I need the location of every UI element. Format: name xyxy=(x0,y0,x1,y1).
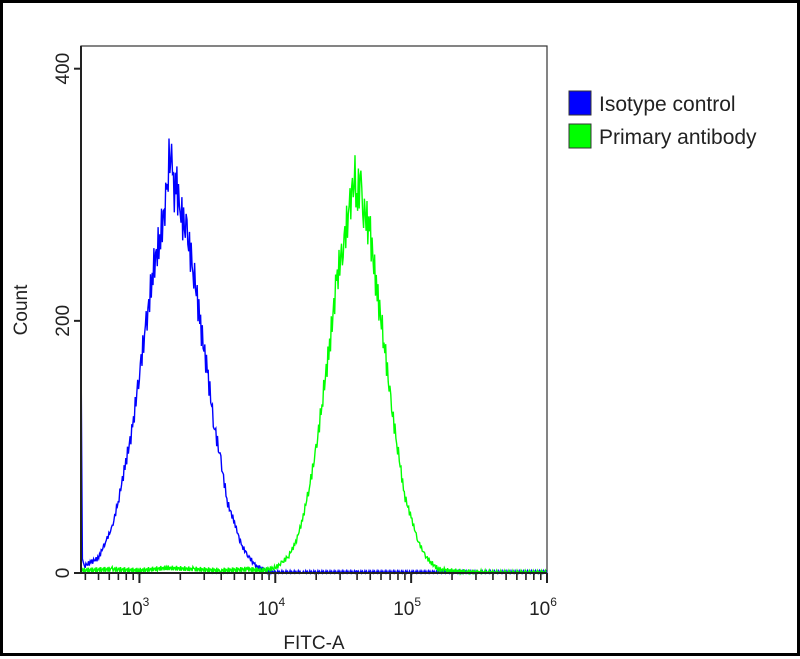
series-line-1 xyxy=(80,155,547,576)
y-tick-label: 400 xyxy=(53,53,74,85)
x-tick-base: 10 xyxy=(122,599,143,620)
x-tick-exp: 3 xyxy=(143,595,150,609)
x-tick-base: 10 xyxy=(393,599,414,620)
y-axis-label: Count xyxy=(11,284,32,335)
x-tick-exp: 5 xyxy=(414,595,421,609)
x-tick-exp: 6 xyxy=(550,595,557,609)
y-tick-label: 200 xyxy=(53,305,74,337)
legend-label-primary: Primary antibody xyxy=(599,126,757,149)
x-axis-label: FITC-A xyxy=(283,633,345,654)
y-tick-label: 0 xyxy=(53,568,74,579)
x-tick-base: 10 xyxy=(257,599,278,620)
x-tick-label: 104 xyxy=(257,595,285,620)
x-tick-label: 103 xyxy=(122,595,150,620)
x-tick-label: 105 xyxy=(393,595,421,620)
x-tick-label: 106 xyxy=(529,595,557,620)
legend-swatch-primary xyxy=(568,123,592,149)
legend-label-isotype: Isotype control xyxy=(599,93,736,116)
x-tick-exp: 4 xyxy=(279,595,286,609)
plot-area xyxy=(80,45,548,574)
legend-swatch-isotype xyxy=(568,90,592,116)
x-tick-base: 10 xyxy=(529,599,550,620)
legend: Isotype control Primary antibody xyxy=(568,90,757,149)
